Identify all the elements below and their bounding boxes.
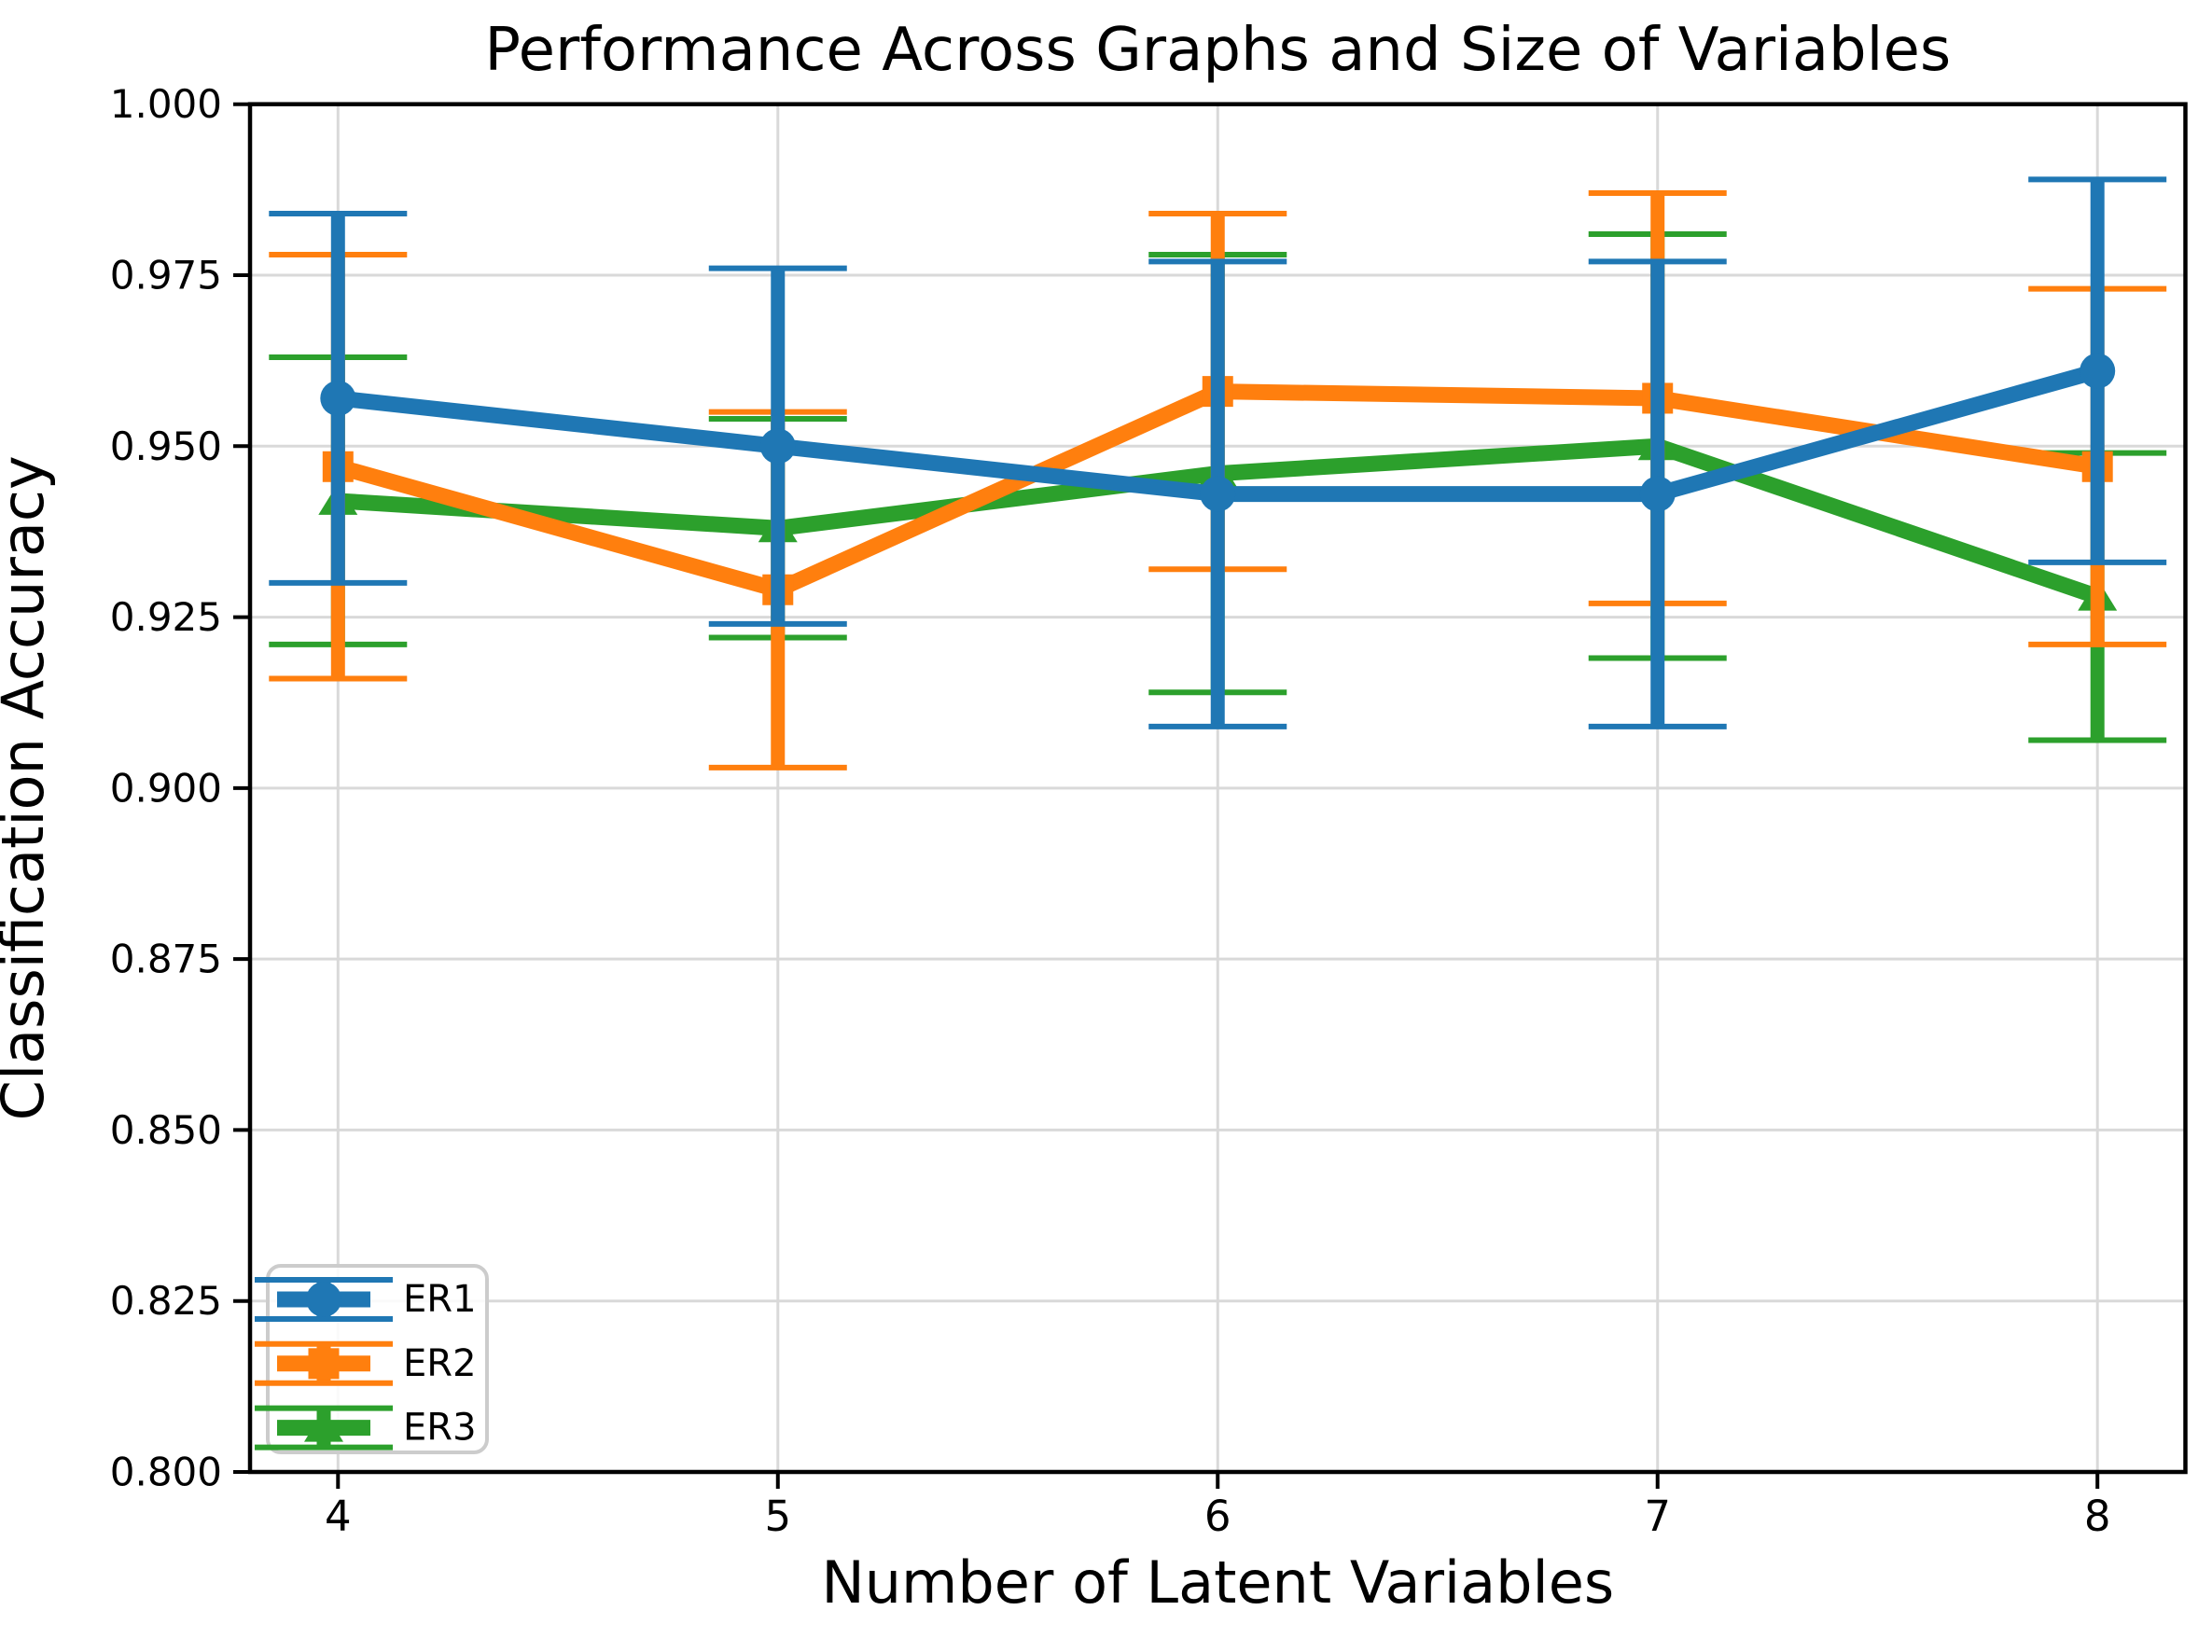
marker-square bbox=[308, 1348, 340, 1380]
x-tick-label: 7 bbox=[1644, 1492, 1671, 1541]
chart-title: Performance Across Graphs and Size of Va… bbox=[484, 16, 1951, 85]
legend-entry-ER3: ER3 bbox=[255, 1405, 477, 1451]
y-tick-label: 0.950 bbox=[110, 423, 222, 469]
y-tick-label: 0.825 bbox=[110, 1278, 222, 1324]
marker-circle bbox=[759, 428, 796, 465]
x-tick-label: 6 bbox=[1204, 1492, 1231, 1541]
y-tick-label: 0.900 bbox=[110, 765, 222, 811]
y-axis-label: Classification Accuracy bbox=[0, 455, 57, 1120]
y-tick-label: 0.800 bbox=[110, 1450, 222, 1495]
x-tick-label: 5 bbox=[764, 1492, 791, 1541]
marker-circle bbox=[320, 380, 356, 416]
y-tick-label: 1.000 bbox=[110, 81, 222, 127]
y-tick-label: 0.925 bbox=[110, 594, 222, 640]
series-ER1 bbox=[269, 176, 2167, 729]
legend-label: ER1 bbox=[403, 1278, 477, 1321]
y-tick-label: 0.850 bbox=[110, 1107, 222, 1153]
x-axis-label: Number of Latent Variables bbox=[821, 1548, 1614, 1617]
x-tick-label: 8 bbox=[2084, 1492, 2111, 1541]
y-axis: 0.800 0.825 0.850 0.875 0.900 0.925 0.950 0.975… bbox=[110, 81, 250, 1495]
legend: ER1 ER2 ER3 bbox=[255, 1264, 489, 1454]
y-tick-label: 0.975 bbox=[110, 252, 222, 298]
y-tick-label: 0.875 bbox=[110, 937, 222, 982]
marker-triangle bbox=[304, 1409, 343, 1442]
marker-circle bbox=[1639, 476, 1676, 512]
legend-entry-ER1: ER1 bbox=[255, 1277, 477, 1322]
marker-circle bbox=[2080, 353, 2116, 389]
legend-label: ER3 bbox=[403, 1407, 477, 1450]
x-axis: 4 5 6 7 8 bbox=[325, 1472, 2111, 1541]
legend-label: ER2 bbox=[403, 1342, 477, 1385]
legend-entry-ER2: ER2 bbox=[255, 1340, 477, 1386]
marker-circle bbox=[1200, 476, 1236, 512]
marker-circle bbox=[306, 1282, 341, 1317]
x-tick-label: 4 bbox=[325, 1492, 352, 1541]
